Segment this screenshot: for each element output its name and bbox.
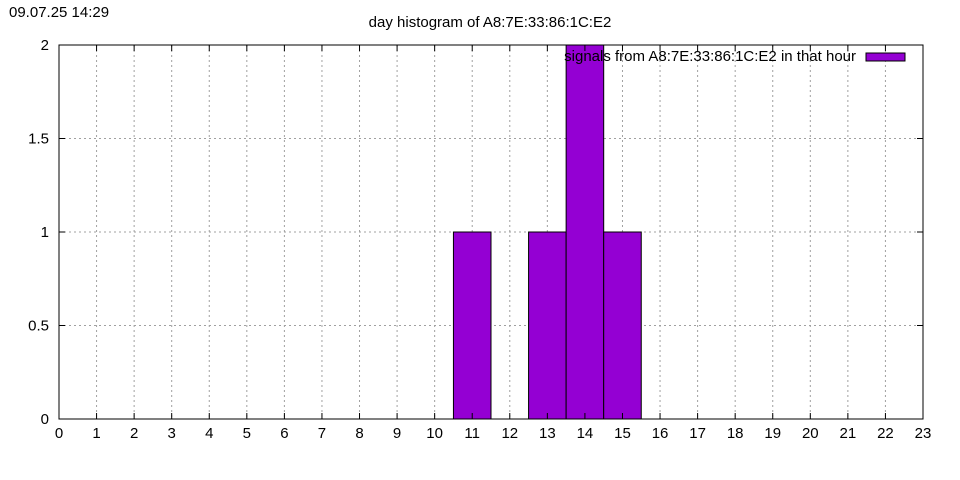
x-tick-label: 20 <box>802 425 819 442</box>
x-tick-label: 9 <box>393 425 401 442</box>
x-tick-label: 10 <box>426 425 443 442</box>
legend: signals from A8:7E:33:86:1C:E2 in that h… <box>564 48 906 65</box>
axes: 0 1 2 3 4 5 6 7 8 9 10 11 12 13 14 15 16 17 18 19 20 21 22 2300… <box>28 37 931 442</box>
x-tick-label: 5 <box>243 425 251 442</box>
timestamp: 09.07.25 14:29 <box>9 4 110 21</box>
x-tick-label: 4 <box>205 425 213 442</box>
histogram-bar <box>528 231 567 420</box>
x-tick-label: 11 <box>464 425 480 442</box>
x-tick-label: 22 <box>877 425 894 442</box>
histogram-bar <box>565 44 605 420</box>
x-tick-label: 16 <box>652 425 669 442</box>
y-tick-label: 0.5 <box>28 318 49 335</box>
chart-title: day histogram of A8:7E:33:86:1C:E2 <box>369 14 612 31</box>
x-tick-label: 19 <box>764 425 781 442</box>
x-tick-label: 12 <box>501 425 518 442</box>
y-tick-label: 2 <box>41 37 49 54</box>
y-tick-label: 0 <box>41 411 49 428</box>
x-tick-label: 6 <box>280 425 288 442</box>
legend-swatch <box>865 52 906 62</box>
x-tick-label: 1 <box>92 425 100 442</box>
x-tick-label: 17 <box>689 425 706 442</box>
x-tick-label: 3 <box>168 425 176 442</box>
x-tick-label: 7 <box>318 425 326 442</box>
x-tick-label: 8 <box>355 425 363 442</box>
x-tick-label: 14 <box>577 425 594 442</box>
x-tick-label: 18 <box>727 425 744 442</box>
x-tick-label: 13 <box>539 425 556 442</box>
x-tick-label: 23 <box>915 425 932 442</box>
y-tick-label: 1.5 <box>28 131 49 148</box>
x-tick-label: 21 <box>840 425 857 442</box>
x-tick-label: 0 <box>55 425 63 442</box>
bars <box>452 44 642 420</box>
y-tick-label: 1 <box>41 224 49 241</box>
histogram-bar <box>452 231 492 420</box>
x-tick-label: 2 <box>130 425 138 442</box>
x-tick-label: 15 <box>614 425 631 442</box>
histogram-bar <box>603 231 642 420</box>
legend-label: signals from A8:7E:33:86:1C:E2 in that h… <box>564 48 856 65</box>
